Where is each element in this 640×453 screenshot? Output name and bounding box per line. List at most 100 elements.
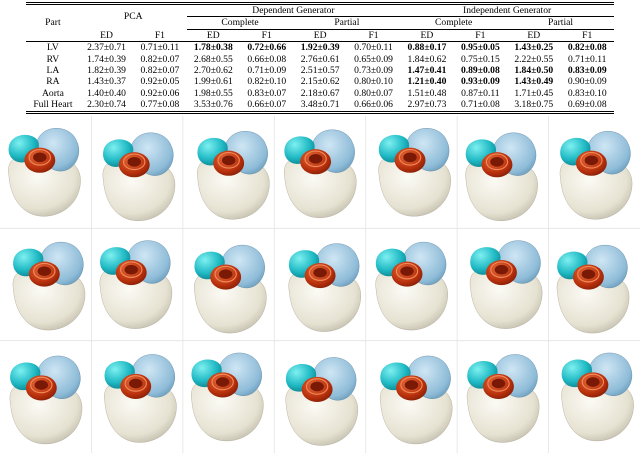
group-header: PCA (123, 11, 143, 23)
row-label: LV (46, 42, 59, 54)
cell: 1.71±0.45 (514, 87, 554, 99)
cell: 0.69±0.08 (567, 99, 607, 111)
heart-render (285, 356, 359, 447)
heart-render (102, 132, 176, 222)
cell: 1.84±0.62 (407, 53, 447, 65)
heart-render (378, 127, 452, 217)
cell: 0.87±0.11 (461, 87, 500, 99)
cell: 1.74±0.39 (87, 53, 126, 65)
heart-render (99, 240, 173, 330)
cell: 2.97±0.73 (407, 99, 447, 111)
heart-render (559, 130, 633, 220)
cell: 1.43±0.49 (514, 76, 554, 88)
heart-render (288, 243, 362, 333)
metric-header: ED (186, 29, 241, 43)
table-row: Aorta 1.40±0.40 0.92±0.06 1.98±0.55 0.83±0.0… (26, 88, 614, 99)
cell: 1.78±0.38 (193, 42, 233, 54)
metric-header: ED (507, 29, 561, 43)
part-header: Part (26, 3, 80, 43)
metric-header: F1 (133, 29, 187, 43)
heart-render (103, 353, 178, 444)
table-row: Full Heart 2.30±0.74 0.77±0.08 3.53±0.76 0.6… (26, 99, 614, 112)
subgroup-header: Partial (293, 16, 401, 30)
cell: 0.88±0.17 (407, 42, 447, 54)
cell: 0.80±0.10 (354, 76, 393, 88)
cell: 3.48±0.71 (300, 99, 340, 111)
cell: 0.82±0.07 (140, 53, 180, 65)
metric-header: F1 (240, 29, 294, 43)
metric-header: ED (293, 29, 347, 43)
cell: 3.53±0.76 (193, 99, 233, 111)
cell: 0.93±0.09 (460, 76, 500, 88)
cell: 0.71±0.11 (567, 53, 607, 65)
metric-header: ED (79, 29, 134, 43)
heart-render (379, 355, 453, 445)
cell: 0.71±0.08 (460, 99, 500, 111)
cell: 2.70±0.62 (193, 65, 233, 77)
cell: 0.66±0.06 (354, 99, 393, 111)
cell: 0.95±0.05 (460, 42, 500, 54)
cell: 2.37±0.71 (87, 42, 126, 54)
metric-header: F1 (453, 29, 508, 43)
heart-render (464, 132, 539, 222)
row-label: RV (46, 53, 60, 65)
heart-render (193, 244, 267, 334)
cell: 1.82±0.39 (87, 65, 126, 77)
cell: 0.75±0.15 (460, 53, 500, 65)
row-label: LA (46, 65, 60, 77)
cell: 2.15±0.62 (300, 76, 340, 88)
cell: 2.18±0.67 (300, 87, 340, 99)
cell: 0.90±0.09 (567, 76, 607, 88)
metric-header: F1 (346, 29, 401, 43)
cell: 2.30±0.74 (87, 99, 126, 111)
cell: 0.82±0.08 (567, 42, 607, 54)
heart-render (7, 127, 82, 217)
heart-render (283, 129, 357, 219)
heart-grid (0, 116, 640, 453)
cell: 0.73±0.09 (354, 65, 393, 77)
heart-render (560, 352, 635, 442)
cell: 2.68±0.55 (193, 53, 233, 65)
cell: 0.89±0.08 (460, 65, 500, 77)
cell: 0.80±0.07 (354, 87, 393, 99)
heart-render (9, 355, 83, 445)
cell: 0.83±0.07 (247, 87, 287, 99)
heart-render (375, 241, 449, 331)
metric-header: ED (400, 29, 454, 43)
cell: 0.66±0.07 (247, 99, 287, 111)
table-row: LA 1.82±0.39 0.82±0.07 2.70±0.62 0.71±0.09 2.… (26, 65, 614, 76)
cell: 1.99±0.61 (193, 76, 233, 88)
cell: 1.43±0.25 (514, 42, 554, 54)
cell: 1.40±0.40 (87, 87, 126, 99)
cell: 3.18±0.75 (514, 99, 554, 111)
cell: 1.47±0.41 (407, 65, 447, 77)
cell: 0.83±0.10 (567, 87, 607, 99)
row-label: Aorta (41, 87, 64, 99)
heart-render (469, 240, 543, 330)
row-label: RA (46, 76, 60, 88)
subgroup-header: Partial (507, 16, 614, 30)
cell: 1.84±0.50 (514, 65, 554, 77)
cell: 0.83±0.09 (567, 65, 607, 77)
cell: 0.77±0.08 (140, 99, 180, 111)
subgroup-header: Complete (186, 16, 294, 30)
metric-header: F1 (560, 29, 614, 43)
group-header: Independent Generator (400, 3, 614, 18)
cell: 0.92±0.05 (140, 76, 180, 88)
group-header: Dependent Generator (186, 3, 401, 18)
cell: 0.71±0.09 (247, 65, 287, 77)
cell: 1.43±0.37 (87, 76, 126, 88)
cell: 1.98±0.55 (193, 87, 233, 99)
cell: 1.21±0.40 (407, 76, 447, 88)
row-label: Full Heart (33, 99, 73, 111)
heart-render (190, 352, 264, 442)
subgroup-header: Complete (400, 16, 508, 30)
cell: 0.92±0.06 (140, 87, 180, 99)
cell: 0.82±0.10 (247, 76, 287, 88)
cell: 1.51±0.48 (407, 87, 447, 99)
heart-render (12, 241, 86, 331)
heart-render (196, 130, 270, 220)
results-table: Part PCA Dependent Generator Independent… (26, 2, 614, 114)
heart-render (556, 244, 630, 334)
